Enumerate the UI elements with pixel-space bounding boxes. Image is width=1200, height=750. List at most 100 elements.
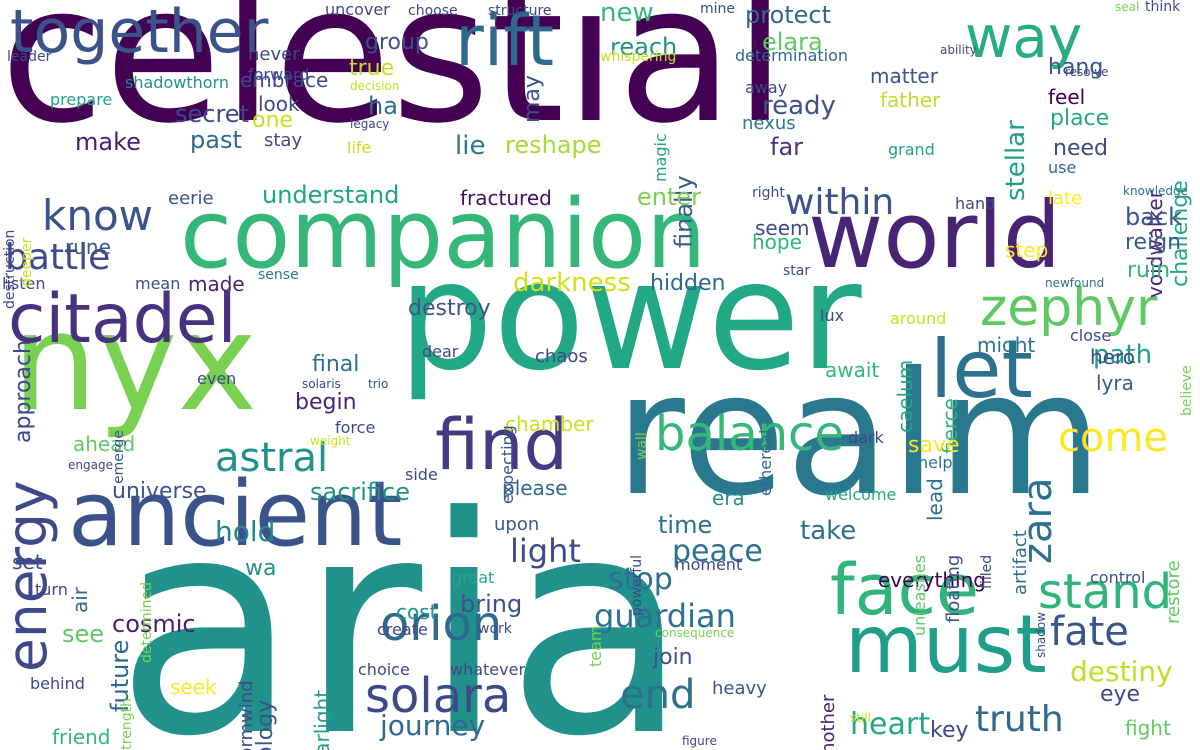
word-sacrifice: sacrifice [310, 478, 411, 506]
word-welcome: welcome [825, 485, 897, 504]
word-bring: bring [460, 590, 523, 618]
word-nyx: nyx [12, 284, 258, 441]
word-eerie: eerie [168, 188, 214, 209]
word-must: must [845, 598, 1047, 691]
word-path: path [1093, 340, 1153, 370]
word-peace: peace [672, 534, 763, 569]
word-realm: realm [615, 336, 1103, 534]
word-ready: ready [762, 91, 836, 121]
word-key: key [930, 718, 969, 743]
word-caelum: caelum [893, 359, 917, 433]
word-true: true [349, 56, 395, 81]
word-behind: behind [30, 674, 85, 693]
word-zephyr: zephyr [980, 278, 1158, 338]
word-dark: dark [848, 428, 884, 447]
word-group: group [365, 30, 429, 55]
word-believe: believe [1179, 365, 1195, 416]
word-nexus: nexus [742, 113, 796, 134]
word-rune: rune [65, 235, 111, 259]
word-wa: wa [245, 556, 277, 581]
word-forward: forward [248, 65, 310, 84]
word-may: may [520, 75, 545, 123]
word-far: far [770, 133, 804, 161]
word-fate: fate [1050, 609, 1129, 655]
word-astral: astral [215, 435, 329, 481]
word-way: way [965, 3, 1083, 71]
word-embrace: embrace [240, 68, 329, 92]
word-enter: enter [637, 183, 702, 211]
word-cost: cost [396, 600, 438, 624]
word-even: even [197, 369, 237, 388]
word-right: right [752, 185, 785, 201]
word-still: still [850, 711, 871, 725]
word-determined: determined [139, 581, 155, 663]
word-another: another [818, 694, 839, 750]
word-understand: understand [262, 181, 400, 209]
word-destruction: destruction [2, 229, 18, 309]
word-ability: ability [940, 43, 977, 57]
word-shadow: shadow [1034, 612, 1048, 658]
word-destiny: destiny [1070, 655, 1173, 688]
word-work: work [478, 621, 512, 637]
word-elara: elara [762, 28, 823, 56]
word-everything: everything [878, 568, 986, 592]
word-create: create [377, 620, 428, 639]
word-resolve: resolve [1065, 65, 1109, 79]
word-protect: protect [745, 1, 832, 29]
word-use: use [1048, 158, 1077, 177]
word-place: place [1050, 106, 1110, 131]
word-hope: hope [752, 230, 802, 254]
word-newfound: newfound [1045, 276, 1105, 290]
word-starlight: starlight [310, 689, 334, 750]
word-see: see [62, 620, 105, 648]
word-power: power [398, 230, 862, 404]
word-emerge: emerge [111, 430, 127, 484]
word-ahead: ahead [73, 432, 136, 456]
word-decision: decision [350, 79, 400, 93]
word-light: light [510, 532, 581, 570]
word-restore: restore [1163, 560, 1184, 624]
word-ha: ha [368, 92, 398, 120]
word-great: great [452, 568, 495, 587]
word-expecting: expecting [498, 425, 517, 504]
word-solaris: solaris [302, 377, 341, 391]
word-powerful: powerful [629, 555, 645, 616]
word-help: help [918, 453, 953, 472]
word-friend: friend [52, 725, 111, 749]
word-grand: grand [888, 140, 935, 159]
word-eye: eye [1100, 682, 1141, 707]
word-stay: stay [264, 130, 303, 151]
word-floating: floating [943, 554, 964, 623]
word-uncover: uncover [325, 0, 390, 19]
word-seem: seem [755, 216, 810, 240]
word-final: final [312, 352, 360, 377]
word-past: past [190, 126, 242, 154]
word-rift: rift [455, 0, 555, 82]
word-fight: fight [1125, 716, 1171, 740]
word-join: join [653, 645, 693, 670]
word-choose: choose [408, 3, 458, 19]
word-cosmic: cosmic [112, 610, 196, 638]
word-aria: aria [115, 453, 690, 750]
word-era: era [712, 486, 745, 510]
word-unleashes: unleashes [910, 554, 929, 636]
word-trio: trio [368, 377, 389, 391]
word-come: come [1058, 415, 1169, 461]
word-mine: mine [700, 1, 736, 17]
word-shadowthorn: shadowthorn [125, 73, 229, 92]
word-close: close [1070, 326, 1112, 345]
word-set: set [12, 550, 43, 574]
word-filled: filled [979, 554, 995, 589]
word-celestial: celestial [0, 0, 787, 165]
word-seek: seek [170, 675, 217, 699]
word-please: please [502, 476, 568, 500]
word-listen: listen [2, 274, 46, 293]
word-deeper: deeper [19, 237, 35, 287]
word-approach: approach [11, 340, 36, 443]
word-artifact: artifact [1010, 530, 1031, 595]
word-reign: reign [1125, 230, 1182, 255]
word-lead: lead [923, 478, 947, 521]
word-father: father [880, 88, 941, 112]
word-battle: battle [5, 237, 111, 278]
